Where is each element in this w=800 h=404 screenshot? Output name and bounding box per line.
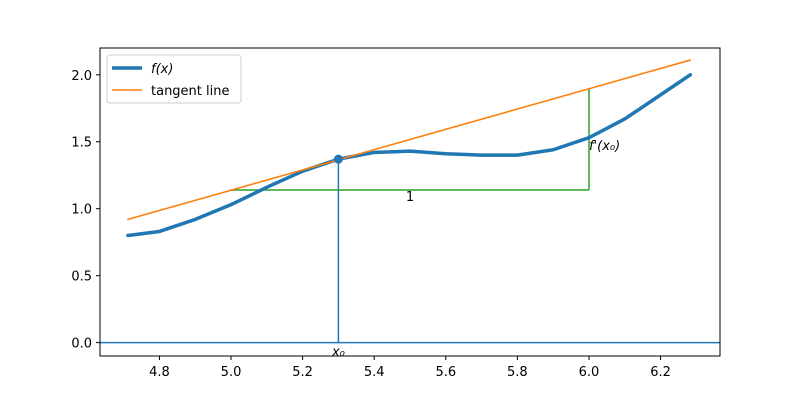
y-tick-label-2: 1.0 xyxy=(71,203,92,218)
y-tick-label-4: 2.0 xyxy=(71,69,92,84)
slope-run-label: 1 xyxy=(406,190,414,205)
x-tick-label-5: 5.8 xyxy=(507,365,528,380)
x-tick-label-0: 4.8 xyxy=(149,365,170,380)
legend-label-0: f(x) xyxy=(151,62,173,77)
series-line-0 xyxy=(126,73,693,238)
x0-label: x₀ xyxy=(331,345,346,360)
series-line-1 xyxy=(127,59,692,221)
x-tick-label-2: 5.2 xyxy=(292,365,313,380)
x-tick-label-3: 5.4 xyxy=(364,365,385,380)
axes-layer: 1 f'(x₀) x₀ 4.8 5.0 5.2 5.4 5.6 5.8 6.0 6.2 0.0 0.5 1… xyxy=(71,47,721,380)
x0-point xyxy=(333,154,343,164)
legend: f(x) tangent line xyxy=(106,54,242,104)
legend-label-1: tangent line xyxy=(151,84,229,99)
y-tick-label-0: 0.0 xyxy=(71,337,92,352)
axes-frame xyxy=(99,47,721,357)
plot-layer xyxy=(100,59,720,344)
x-tick-label-4: 5.6 xyxy=(435,365,456,380)
x-tick-label-1: 5.0 xyxy=(221,365,242,380)
slope-rise-label: f'(x₀) xyxy=(589,139,620,154)
y-tick-label-1: 0.5 xyxy=(71,270,92,285)
x-tick-label-6: 6.0 xyxy=(579,365,600,380)
x-tick-label-7: 6.2 xyxy=(650,365,671,380)
y-tick-label-3: 1.5 xyxy=(71,136,92,151)
